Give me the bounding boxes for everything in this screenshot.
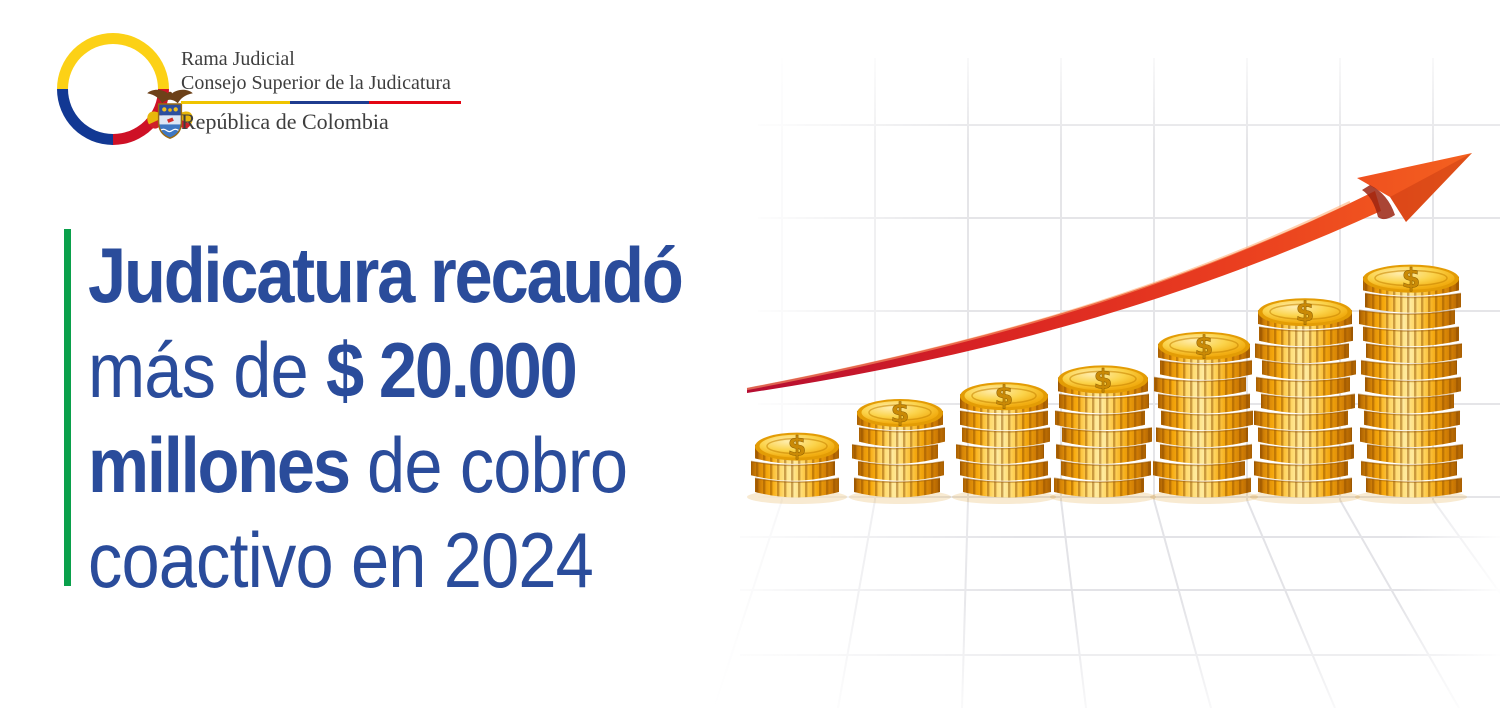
condor <box>147 89 193 104</box>
coin-stack-reflection-5 <box>1152 491 1254 661</box>
logo-text-block: Rama Judicial Consejo Superior de la Jud… <box>181 47 461 135</box>
coin-stack-2: $ <box>851 398 946 498</box>
coin-stack-reflection-4 <box>1053 491 1153 627</box>
coin-dollar-symbol: $ <box>891 398 910 429</box>
headline-line: Judicatura recaudó <box>88 228 757 323</box>
headline-accent-bar <box>64 229 71 586</box>
logo-country: República de Colombia <box>181 109 389 134</box>
logo-title-line1: Rama Judicial <box>181 48 295 70</box>
right-flag-red <box>180 119 191 129</box>
growth-illustration: $ $ $ $ $ $ <box>700 0 1500 708</box>
flag-divider <box>181 101 461 104</box>
headline-line: coactivo en 2024 <box>88 513 757 608</box>
logo-title-line2: Consejo Superior de la Judicatura <box>181 72 451 94</box>
coin-dollar-symbol: $ <box>1296 297 1315 328</box>
trend-arrow <box>746 153 1472 393</box>
judiciary-logo-ring <box>57 33 193 145</box>
headline-segment: de cobro <box>348 421 628 509</box>
headline-line: millones de cobro <box>88 418 757 513</box>
flag-divider-blue <box>290 101 369 104</box>
coin-dollar-symbol: $ <box>1094 364 1113 395</box>
coin-stack-5: $ <box>1152 331 1254 498</box>
headline-segment: coactivo en 2024 <box>88 516 594 604</box>
headline-segment: más de <box>88 326 327 414</box>
coin-dollar-symbol: $ <box>788 432 807 463</box>
headline-line: más de $ 20.000 <box>88 323 757 418</box>
shield-outline <box>157 103 183 139</box>
coin-dollar-symbol: $ <box>1402 264 1421 295</box>
coat-of-arms <box>147 89 193 139</box>
right-flag <box>180 111 193 125</box>
condor-head <box>167 91 173 96</box>
coin-stack-3: $ <box>955 381 1052 498</box>
flag-divider-yellow <box>181 101 291 104</box>
coin-stack-7: $ <box>1357 263 1464 498</box>
coin-stack-1: $ <box>750 431 840 498</box>
headline-segment-bold: millones <box>88 421 351 509</box>
coin-dollar-symbol: $ <box>995 381 1014 412</box>
left-flag-red <box>149 119 160 129</box>
headline-segment-bold: Judicatura recaudó <box>88 231 684 319</box>
flag-divider-red <box>368 101 461 104</box>
coin-stack-reflection-3 <box>955 491 1052 610</box>
coin-dollar-symbol: $ <box>1195 331 1214 362</box>
headline: Judicatura recaudó más de $ 20.000 millone… <box>88 228 848 608</box>
coin-stack-reflection-7 <box>1357 491 1464 708</box>
coin-stack-6: $ <box>1253 297 1357 498</box>
headline-segment-bold: $ 20.000 <box>326 326 578 414</box>
coin-stack-4: $ <box>1053 364 1153 498</box>
left-flag <box>147 111 160 125</box>
